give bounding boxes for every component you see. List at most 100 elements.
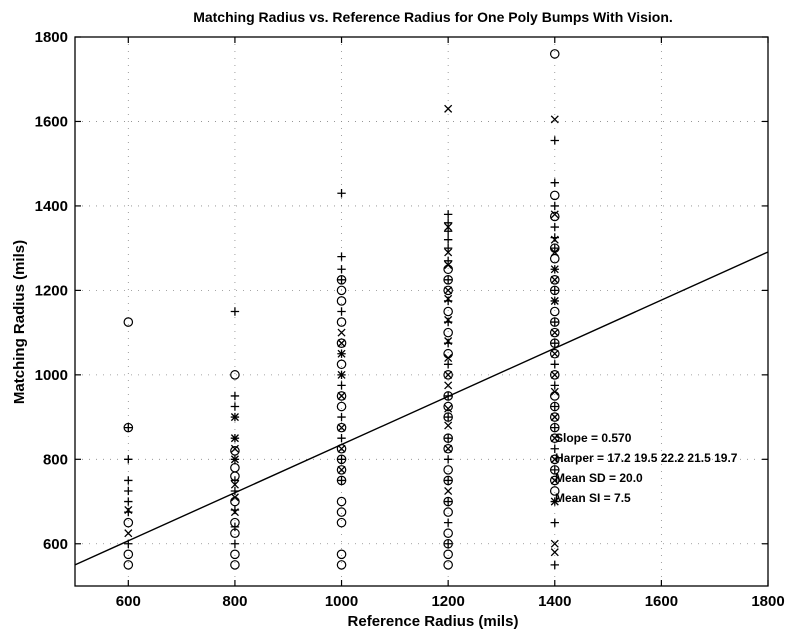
data-point-plus xyxy=(443,243,453,253)
data-point-x xyxy=(444,404,453,413)
data-point-plus xyxy=(443,455,453,464)
data-point-circle xyxy=(443,465,453,475)
data-point-plus xyxy=(550,222,559,232)
data-point-x xyxy=(550,370,559,379)
data-point-x xyxy=(230,434,239,443)
data-point-circle xyxy=(336,391,347,401)
data-point-x xyxy=(444,337,453,346)
data-point-circle xyxy=(336,422,347,433)
data-point-x xyxy=(444,486,453,496)
x-tick-label: 1600 xyxy=(645,593,678,610)
data-point-circle xyxy=(230,549,240,560)
data-point-circle xyxy=(123,517,134,528)
data-point-circle xyxy=(230,446,240,456)
data-point-plus xyxy=(550,243,559,253)
data-point-x xyxy=(230,493,239,502)
data-point-circle xyxy=(336,285,347,296)
data-point-circle xyxy=(443,560,453,570)
data-point-circle xyxy=(443,443,453,454)
data-point-plus xyxy=(443,275,453,285)
data-point-circle xyxy=(336,560,347,570)
data-point-circle xyxy=(336,549,347,560)
data-point-x xyxy=(550,328,559,337)
data-point-plus xyxy=(550,444,559,453)
data-point-circle xyxy=(123,560,134,570)
data-point-plus xyxy=(550,518,559,527)
data-point-circle xyxy=(230,496,240,507)
data-point-x xyxy=(230,508,239,517)
data-point-x xyxy=(550,349,559,358)
y-tick-label: 1000 xyxy=(35,367,68,384)
data-point-circle xyxy=(549,253,560,264)
x-tick-label: 1800 xyxy=(751,593,784,610)
data-point-circle xyxy=(443,264,453,275)
data-point-x xyxy=(444,370,453,379)
data-point-plus xyxy=(443,518,453,527)
data-point-circle xyxy=(549,275,560,285)
data-point-plus xyxy=(443,539,453,548)
y-tick-label: 600 xyxy=(43,536,68,553)
data-point-circle xyxy=(443,285,453,296)
data-point-circle xyxy=(336,296,347,306)
data-point-circle xyxy=(336,359,347,370)
data-point-plus xyxy=(443,218,453,228)
x-tick-label: 600 xyxy=(116,593,141,610)
stats-annotation: Slope = 0.570 Harper = 17.2 19.5 22.2 21.… xyxy=(555,431,738,505)
data-point-plus xyxy=(230,539,240,548)
data-point-plus xyxy=(230,522,240,532)
data-point-circle xyxy=(443,348,453,359)
data-point-circle xyxy=(336,338,347,348)
data-point-plus xyxy=(550,360,559,369)
data-point-circle xyxy=(443,401,453,412)
y-tick-label: 1200 xyxy=(35,282,68,299)
data-point-plus xyxy=(124,486,133,496)
data-point-plus xyxy=(230,307,240,316)
data-point-x xyxy=(550,476,559,485)
data-point-x xyxy=(444,248,453,257)
data-point-x xyxy=(337,349,346,358)
data-point-plus xyxy=(230,391,240,401)
data-point-x xyxy=(337,328,346,337)
data-point-circle xyxy=(549,306,560,317)
data-point-plus xyxy=(337,275,346,285)
data-point-circle xyxy=(549,370,560,380)
data-point-x xyxy=(124,529,133,538)
data-point-x xyxy=(444,353,453,362)
data-point-plus xyxy=(443,256,453,266)
data-point-plus xyxy=(124,423,133,432)
data-point-x xyxy=(550,497,559,506)
data-points xyxy=(123,49,560,570)
y-tick-label: 1400 xyxy=(35,198,68,215)
data-point-plus xyxy=(337,189,346,198)
data-point-circle xyxy=(549,327,560,338)
data-point-plus xyxy=(443,412,453,422)
data-point-circle xyxy=(549,391,560,401)
x-tick-label: 800 xyxy=(222,593,247,610)
data-point-plus xyxy=(550,465,559,475)
data-point-x xyxy=(550,548,559,557)
annotation-line: Slope = 0.570 xyxy=(555,431,632,445)
data-point-x xyxy=(550,413,559,422)
data-point-x xyxy=(444,315,453,324)
data-point-x xyxy=(550,455,559,464)
data-point-circle xyxy=(443,549,453,560)
data-point-plus xyxy=(443,476,453,485)
data-point-circle xyxy=(123,317,134,327)
data-point-plus xyxy=(550,402,559,411)
data-point-x xyxy=(550,248,559,257)
axis-ticks xyxy=(75,36,769,586)
tick-labels: 600 800 1000 1200 1400 1600 1800 600 800 1000 1200… xyxy=(35,29,785,610)
data-point-plus xyxy=(443,210,453,219)
y-tick-label: 1600 xyxy=(35,113,68,130)
data-point-plus xyxy=(337,252,346,261)
data-point-circle xyxy=(443,528,453,539)
data-point-plus xyxy=(337,307,346,316)
data-point-x xyxy=(444,223,453,232)
data-point-circle xyxy=(549,49,560,59)
data-point-circle xyxy=(549,211,560,222)
data-point-x xyxy=(230,444,239,453)
data-point-x xyxy=(337,444,346,453)
data-point-plus xyxy=(550,136,559,145)
data-point-circle xyxy=(549,190,560,201)
data-point-x xyxy=(550,115,559,124)
